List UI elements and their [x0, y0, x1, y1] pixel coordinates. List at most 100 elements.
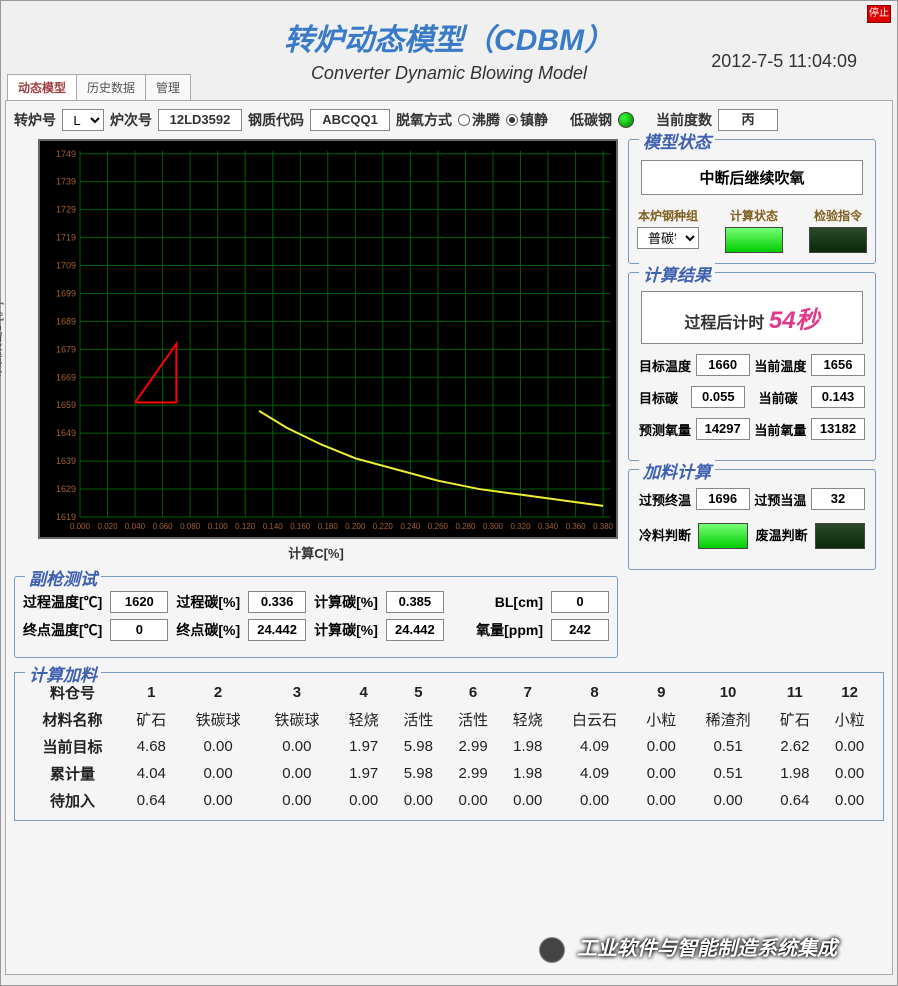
table-cell: 小粒 — [822, 706, 877, 733]
table-cell: 0.00 — [336, 787, 391, 814]
status-bar: 中断后继续吹氧 — [641, 160, 863, 195]
svg-text:1649: 1649 — [56, 428, 76, 438]
phase-field: 丙 — [718, 109, 778, 131]
aux-field: 24.442 — [248, 619, 306, 641]
table-cell: 1.97 — [336, 733, 391, 760]
model-state-group: 模型状态 中断后继续吹氧 本炉钢种组 普碳钢 计算状态 检验指令 — [628, 139, 876, 264]
svg-text:0.320: 0.320 — [511, 522, 532, 531]
svg-text:1639: 1639 — [56, 456, 76, 466]
svg-text:1679: 1679 — [56, 344, 76, 354]
table-cell: 活性 — [391, 706, 446, 733]
svg-text:0.380: 0.380 — [593, 522, 614, 531]
calc-feed-table-group: 计算加料 料仓号123456789101112 材料名称矿石铁碳球铁碳球轻烧活性… — [14, 672, 884, 821]
svg-text:0.300: 0.300 — [483, 522, 504, 531]
feed-calc-title: 加料计算 — [639, 458, 715, 483]
steel-group-label: 本炉钢种组 — [637, 207, 699, 224]
table-cell: 0.00 — [634, 787, 689, 814]
radio-boiling[interactable]: 沸腾 — [458, 110, 500, 130]
table-cell: 1.98 — [500, 733, 555, 760]
steel-group-select[interactable]: 普碳钢 — [637, 227, 699, 249]
scrap-judge-label: 废温判断 — [756, 525, 808, 544]
aux-field: 1620 — [110, 591, 168, 613]
table-cell: 0.00 — [179, 787, 258, 814]
svg-text:1739: 1739 — [56, 177, 76, 187]
table-cell: 4.09 — [555, 760, 634, 787]
aux-field: 0 — [110, 619, 168, 641]
table-cell: 4.04 — [124, 760, 179, 787]
calc-result-group: 计算结果 过程后计时 54秒 目标温度1660当前温度1656目标碳0.055当… — [628, 272, 876, 461]
watermark-icon — [539, 937, 565, 963]
table-cell: 5.98 — [391, 760, 446, 787]
svg-text:0.100: 0.100 — [208, 522, 229, 531]
pretemp-label: 过预终温 — [639, 490, 691, 509]
svg-text:0.160: 0.160 — [290, 522, 311, 531]
table-cell: 0.00 — [257, 733, 336, 760]
svg-text:1659: 1659 — [56, 400, 76, 410]
result-field: 13182 — [811, 418, 865, 440]
svg-text:0.080: 0.080 — [180, 522, 201, 531]
svg-text:0.260: 0.260 — [428, 522, 449, 531]
svg-text:0.060: 0.060 — [153, 522, 174, 531]
heat-field[interactable]: 12LD3592 — [158, 109, 242, 131]
table-cell: 0.00 — [555, 787, 634, 814]
svg-text:0.140: 0.140 — [263, 522, 284, 531]
datetime: 2012-7-5 11:04:09 — [711, 51, 857, 72]
svg-text:1619: 1619 — [56, 512, 76, 522]
svg-text:0.180: 0.180 — [318, 522, 339, 531]
aux-field: 24.442 — [386, 619, 444, 641]
aux-field: 0 — [551, 591, 609, 613]
steel-field[interactable]: ABCQQ1 — [310, 109, 390, 131]
table-cell: 0.00 — [257, 787, 336, 814]
table-cell: 2.99 — [446, 760, 501, 787]
calc-feed-title: 计算加料 — [25, 661, 101, 686]
aux-test-group: 副枪测试 过程温度[℃]1620过程碳[%]0.336计算碳[%]0.385BL… — [14, 576, 618, 658]
calc-feed-table: 料仓号123456789101112 材料名称矿石铁碳球铁碳球轻烧活性活性轻烧白… — [21, 679, 877, 814]
watermark: 工业软件与智能制造系统集成 — [539, 932, 837, 963]
top-form: 转炉号 L 炉次号 12LD3592 钢质代码 ABCQQ1 脱氧方式 沸腾 镇… — [14, 109, 884, 131]
table-cell: 稀渣剂 — [689, 706, 768, 733]
phase-label: 当前度数 — [656, 110, 712, 130]
result-field: 1656 — [811, 354, 865, 376]
table-cell: 2.99 — [446, 733, 501, 760]
table-cell: 0.00 — [634, 733, 689, 760]
pretemp-field: 1696 — [696, 488, 750, 510]
result-field: 14297 — [696, 418, 750, 440]
chart: 1619162916391649165916691679168916991709… — [38, 139, 618, 539]
table-cell: 0.00 — [689, 787, 768, 814]
result-field: 0.143 — [811, 386, 865, 408]
svg-text:0.280: 0.280 — [455, 522, 476, 531]
svg-text:1629: 1629 — [56, 484, 76, 494]
header: 转炉动态模型（CDBM） Converter Dynamic Blowing M… — [1, 1, 897, 84]
svg-text:0.340: 0.340 — [538, 522, 559, 531]
table-cell: 0.00 — [179, 760, 258, 787]
aux-test-title: 副枪测试 — [25, 565, 101, 590]
table-cell: 0.64 — [767, 787, 822, 814]
aux-field: 0.385 — [386, 591, 444, 613]
table-cell: 0.51 — [689, 733, 768, 760]
table-cell: 0.00 — [822, 733, 877, 760]
furnace-select[interactable]: L — [62, 109, 104, 131]
table-cell: 小粒 — [634, 706, 689, 733]
table-cell: 矿石 — [124, 706, 179, 733]
table-cell: 轻烧 — [336, 706, 391, 733]
table-cell: 活性 — [446, 706, 501, 733]
table-cell: 0.00 — [179, 733, 258, 760]
svg-text:0.240: 0.240 — [400, 522, 421, 531]
table-cell: 0.00 — [634, 760, 689, 787]
svg-text:0.020: 0.020 — [98, 522, 119, 531]
svg-text:1729: 1729 — [56, 205, 76, 215]
cold-judge-label: 冷料判断 — [639, 525, 691, 544]
heat-label: 炉次号 — [110, 110, 152, 130]
result-field: 1660 — [696, 354, 750, 376]
result-field: 0.055 — [691, 386, 745, 408]
calc-state-label: 计算状态 — [725, 207, 783, 224]
feed-calc-group: 加料计算 过预终温 1696 过预当温 32 冷料判断 废温判断 — [628, 469, 876, 570]
radio-killed[interactable]: 镇静 — [506, 110, 548, 130]
lowc-label: 低碳钢 — [570, 110, 612, 130]
cold-judge-led — [698, 523, 748, 549]
curtemp-label: 过预当温 — [754, 490, 806, 509]
aux-field: 0.336 — [248, 591, 306, 613]
calc-state-led — [725, 227, 783, 253]
svg-text:0.120: 0.120 — [235, 522, 256, 531]
scrap-judge-led — [815, 523, 865, 549]
